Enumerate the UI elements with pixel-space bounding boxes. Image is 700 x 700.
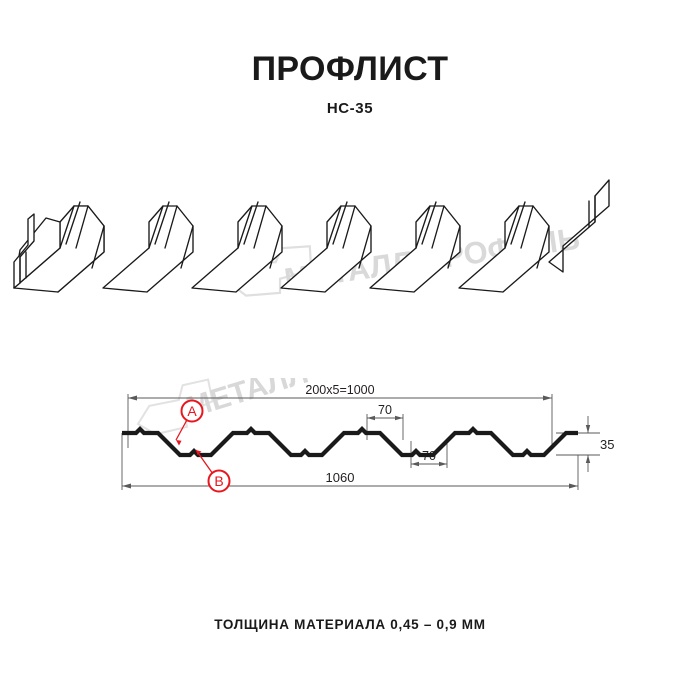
callout-a-leader bbox=[175, 417, 189, 441]
dim-pitch-total bbox=[127, 394, 553, 448]
cross-section-profile: МЕТАЛЛ ПРОФИЛЬ 200x5=1000 70 bbox=[121, 378, 614, 493]
isometric-drawing-area: МЕТАЛЛ ПРОФИЛЬ bbox=[0, 170, 700, 340]
iso-corrugation bbox=[458, 201, 550, 293]
dim-pitch-total-label: 200x5=1000 bbox=[305, 383, 374, 397]
iso-sheet-body bbox=[13, 179, 610, 293]
iso-corrugation bbox=[102, 201, 194, 293]
iso-right-end-face bbox=[548, 179, 610, 273]
dim-overall-width bbox=[121, 433, 579, 490]
callout-a-arrow bbox=[176, 440, 182, 446]
profile-polyline bbox=[122, 426, 578, 458]
iso-corrugation bbox=[369, 201, 461, 293]
page-title: ПРОФЛИСТ bbox=[251, 50, 449, 88]
cross-section-area: МЕТАЛЛ ПРОФИЛЬ 200x5=1000 70 bbox=[0, 378, 700, 513]
iso-corrugation bbox=[13, 201, 105, 293]
iso-corrugation-set bbox=[13, 201, 550, 293]
callout-b-arrow bbox=[196, 450, 202, 455]
callout-b-leader bbox=[195, 449, 214, 475]
page-header: ПРОФЛИСТ НС-35 bbox=[0, 52, 700, 117]
callout-a-label: A bbox=[187, 403, 197, 419]
dim-crest-width bbox=[366, 414, 404, 440]
iso-left-end-face bbox=[13, 213, 35, 289]
callout-b-label: B bbox=[214, 473, 223, 489]
metallprofil-logo-mark bbox=[136, 378, 214, 436]
callout-a-bubble bbox=[180, 399, 204, 423]
callout-b-bubble bbox=[207, 469, 231, 493]
material-thickness-note: ТОЛЩИНА МАТЕРИАЛА 0,45 – 0,9 ММ bbox=[214, 617, 486, 632]
product-model-subtitle: НС-35 bbox=[326, 100, 374, 117]
dim-height-label: 35 bbox=[600, 437, 614, 452]
page-footer: ТОЛЩИНА МАТЕРИАЛА 0,45 – 0,9 ММ bbox=[0, 617, 700, 632]
isometric-profiled-sheet: МЕТАЛЛ ПРОФИЛЬ bbox=[13, 179, 610, 297]
callout-a: A bbox=[175, 399, 204, 446]
iso-corrugation bbox=[191, 201, 283, 293]
dim-overall-width-label: 1060 bbox=[326, 470, 355, 485]
iso-corrugation bbox=[280, 201, 372, 293]
dim-crest-width-label: 70 bbox=[378, 403, 392, 417]
callout-b: B bbox=[195, 449, 231, 493]
